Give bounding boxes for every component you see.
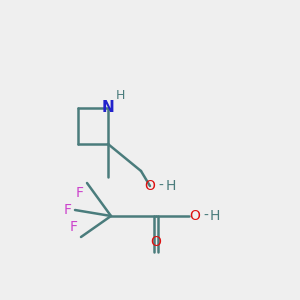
- Text: H: H: [115, 89, 125, 103]
- Text: O: O: [189, 209, 200, 223]
- Text: O: O: [151, 235, 161, 249]
- Text: H: H: [209, 209, 220, 223]
- Text: F: F: [64, 203, 72, 217]
- Text: O: O: [145, 179, 155, 193]
- Text: F: F: [70, 220, 78, 234]
- Text: N: N: [102, 100, 114, 116]
- Text: F: F: [76, 186, 84, 200]
- Text: H: H: [166, 179, 176, 193]
- Text: -: -: [158, 179, 163, 193]
- Text: -: -: [203, 209, 208, 223]
